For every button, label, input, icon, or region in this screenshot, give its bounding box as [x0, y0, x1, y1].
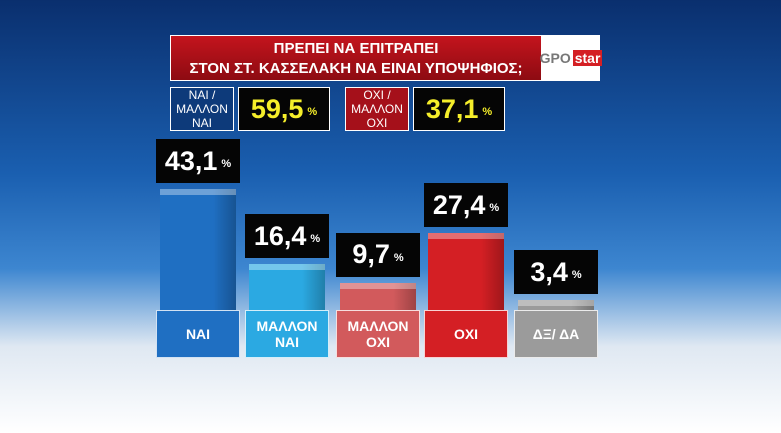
summary-value: 59,5% [238, 87, 330, 131]
value-label-box: 16,4% [245, 214, 329, 259]
category-label: ΔΞ/ ΔΑ [514, 310, 598, 358]
summary-label: ΟΧΙ / ΜΑΛΛΟΝ ΟΧΙ [345, 87, 409, 131]
bar [518, 300, 594, 310]
value-label-box: 3,4% [514, 250, 598, 295]
unit: % [221, 158, 232, 171]
unit: % [307, 106, 318, 118]
logo-text: star [572, 50, 603, 66]
value-label: 27,4 [432, 189, 486, 220]
category-label: ΟΧΙ [424, 310, 508, 358]
value-label: 16,4 [253, 220, 307, 251]
summary-value-label: 59,5 [250, 93, 304, 124]
title-line: ΣΤΟΝ ΣΤ. ΚΑΣΣΕΛΑΚΗ ΝΑ ΕΙΝΑΙ ΥΠΟΨΗΦΙΟΣ; [189, 60, 523, 77]
value-label-box: 27,4% [424, 183, 508, 228]
value-label: 43,1 [164, 145, 218, 176]
bar [428, 233, 504, 310]
category-label: ΜΑΛΛΟΝ ΟΧΙ [336, 310, 420, 358]
title-line: ΠΡΕΠΕΙ ΝΑ ΕΠΙΤΡΑΠΕΙ [273, 40, 439, 57]
title: ΠΡΕΠΕΙ ΝΑ ΕΠΙΤΡΑΠΕΙ ΣΤΟΝ ΣΤ. ΚΑΣΣΕΛΑΚΗ Ν… [170, 35, 542, 81]
value-label-box: 9,7% [336, 232, 420, 277]
logo-text: GPO [539, 50, 571, 66]
unit: % [310, 233, 321, 246]
bar [249, 264, 325, 310]
bar [160, 189, 236, 310]
unit: % [482, 106, 493, 118]
category-label: ΜΑΛΛΟΝ ΝΑΙ [245, 310, 329, 358]
value-label: 9,7 [352, 239, 390, 270]
category-label: ΝΑΙ [156, 310, 240, 358]
unit: % [393, 251, 404, 264]
bar [340, 282, 416, 310]
unit: % [571, 269, 582, 282]
logo: GPO star [539, 35, 603, 81]
value-label: 3,4 [530, 256, 568, 287]
summary-value: 37,1% [413, 87, 505, 131]
unit: % [489, 202, 500, 215]
summary-label: ΝΑΙ / ΜΑΛΛΟΝ ΝΑΙ [170, 87, 234, 131]
value-label-box: 43,1% [156, 139, 240, 184]
summary-value-label: 37,1 [425, 93, 479, 124]
